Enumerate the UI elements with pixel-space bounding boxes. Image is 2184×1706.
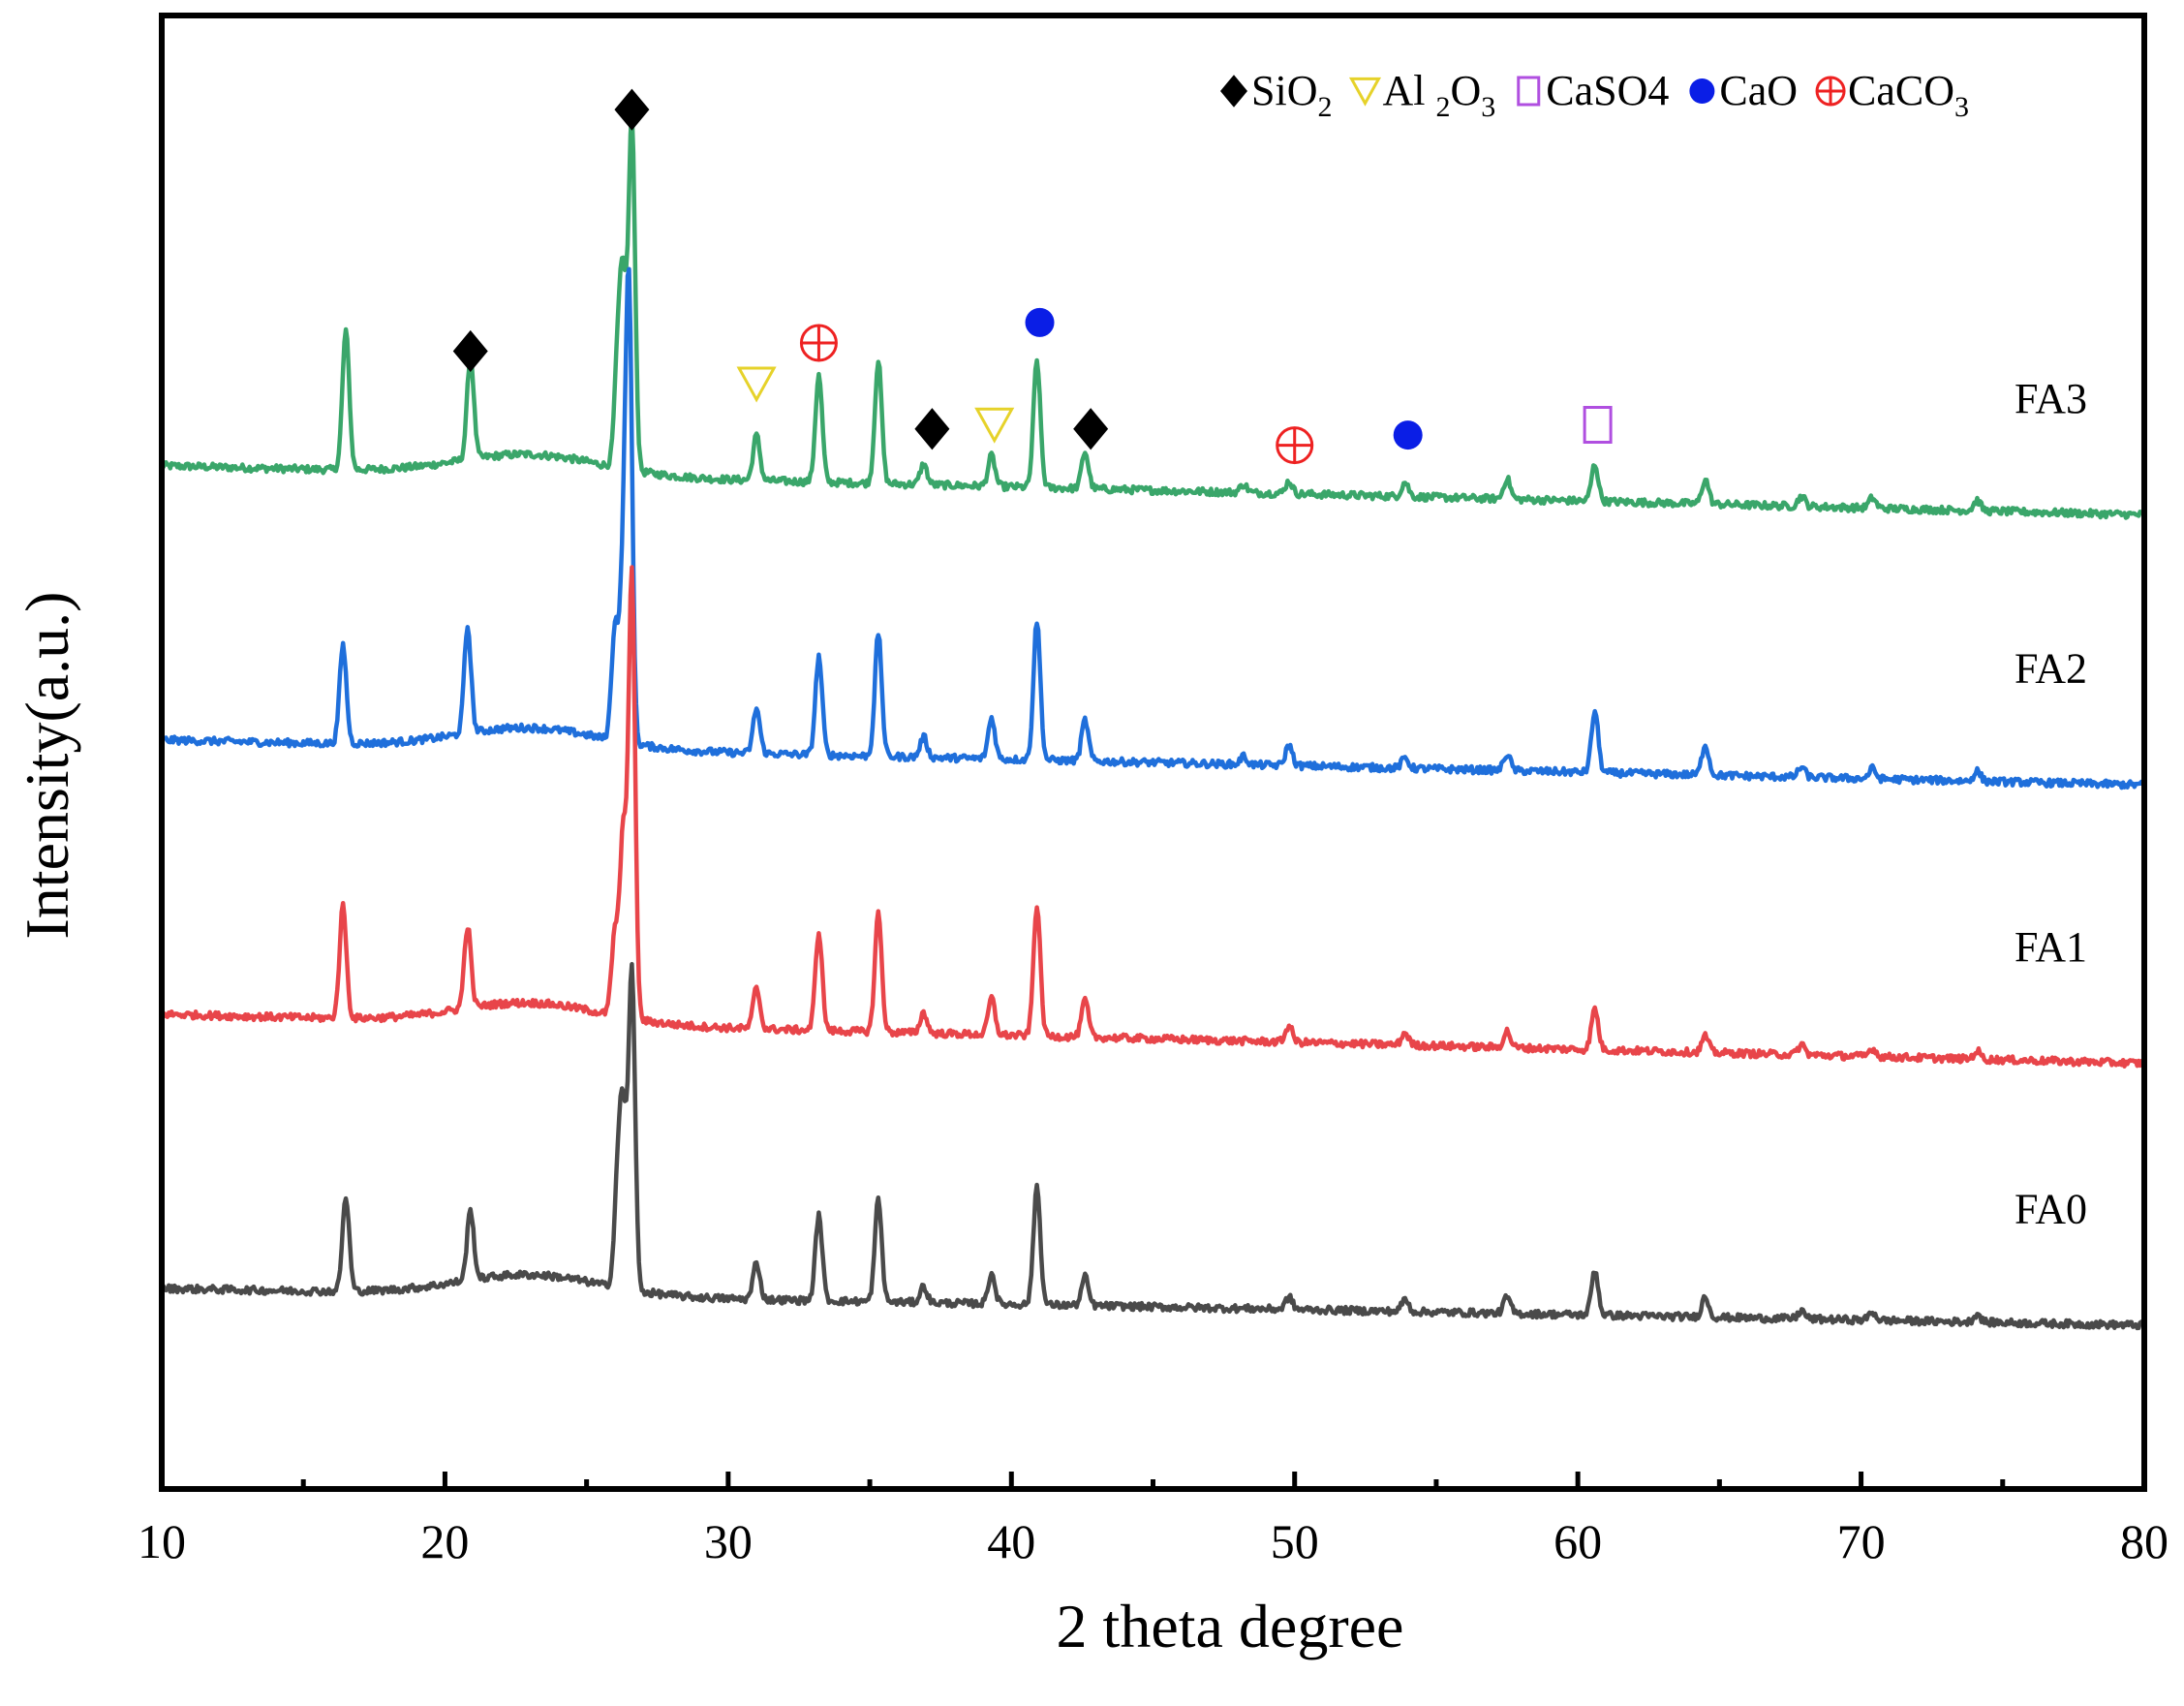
phase-marker-cao xyxy=(1025,307,1055,337)
phase-marker-sio2 xyxy=(614,88,650,131)
series-line-fa2 xyxy=(159,266,2146,791)
phase-marker-al2o3 xyxy=(974,407,1015,444)
x-tick-label: 10 xyxy=(138,1514,186,1568)
legend-item: CaO xyxy=(1689,67,1798,114)
series-line-fa3 xyxy=(160,109,2145,520)
legend-item: SiO2 xyxy=(1220,67,1332,123)
legend-item: Al 2O3 xyxy=(1348,67,1495,123)
legend-label: CaSO4 xyxy=(1546,67,1669,114)
x-tick-label: 40 xyxy=(987,1514,1035,1568)
series-label-fa0: FA0 xyxy=(2015,1185,2087,1232)
x-tick-label: 70 xyxy=(1837,1514,1886,1568)
phase-marker-caco3 xyxy=(1276,426,1314,465)
phase-marker-cao xyxy=(1393,420,1423,450)
series-label-fa1: FA1 xyxy=(2015,923,2087,971)
legend-item: CaSO4 xyxy=(1517,67,1669,114)
x-axis-ticks: 10 20 30 40 50 60 70 80 xyxy=(138,1472,2169,1568)
legend-label: CaO xyxy=(1719,67,1798,114)
x-tick-label: 50 xyxy=(1271,1514,1319,1568)
legend-item: CaCO3 xyxy=(1815,67,1969,123)
legend-label: SiO2 xyxy=(1251,67,1332,123)
phase-marker-sio2 xyxy=(452,329,488,373)
series-layer xyxy=(159,109,2147,1331)
phase-marker-sio2 xyxy=(914,408,950,450)
x-axis-title: 2 theta degree xyxy=(1057,1592,1404,1660)
legend-symbol xyxy=(1689,78,1715,104)
legend: SiO2 Al 2O3 CaSO4 CaO CaCO3 xyxy=(1220,67,1969,123)
phase-marker-caso4 xyxy=(1583,406,1613,444)
legend-label: CaCO3 xyxy=(1848,67,1969,123)
x-tick-label: 80 xyxy=(2120,1514,2169,1568)
plot-frame xyxy=(159,13,2147,1492)
phase-marker-layer xyxy=(452,88,1613,465)
legend-symbol xyxy=(1517,76,1541,107)
series-line-fa1 xyxy=(161,565,2147,1069)
series-line-fa0 xyxy=(159,962,2145,1331)
series-label-layer: FA3 FA2 FA1 FA0 xyxy=(2015,375,2087,1233)
phase-marker-sio2 xyxy=(1073,408,1109,450)
phase-marker-caco3 xyxy=(799,324,838,362)
legend-symbol xyxy=(1220,75,1247,108)
series-label-fa3: FA3 xyxy=(2015,375,2087,422)
x-tick-label: 20 xyxy=(420,1514,469,1568)
legend-label: Al 2O3 xyxy=(1382,67,1495,123)
legend-symbol xyxy=(1815,76,1846,107)
legend-symbol xyxy=(1348,77,1382,107)
x-tick-label: 60 xyxy=(1553,1514,1602,1568)
x-tick-label: 30 xyxy=(704,1514,753,1568)
phase-marker-al2o3 xyxy=(736,366,777,403)
y-axis-title: Intensity(a.u.) xyxy=(13,592,81,940)
series-label-fa2: FA2 xyxy=(2015,645,2087,693)
